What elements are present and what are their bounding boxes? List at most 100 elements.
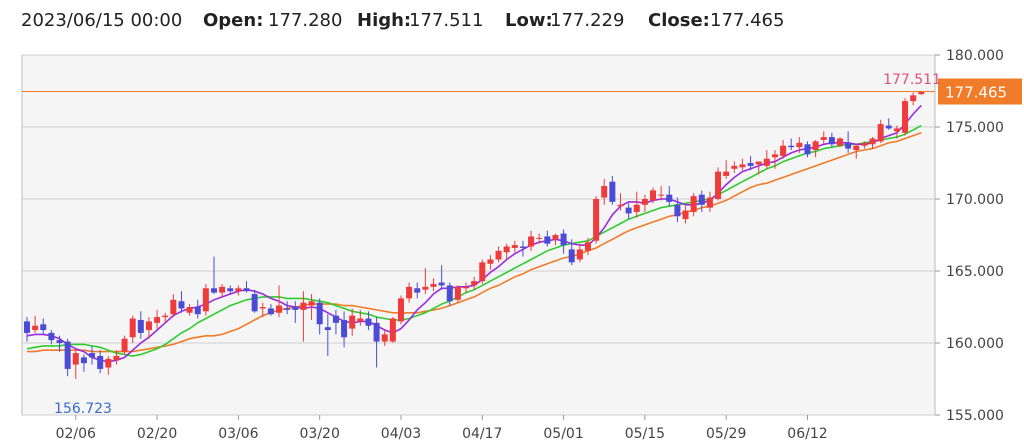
candle-body: [121, 338, 128, 352]
candle: [276, 285, 283, 318]
candle-body: [292, 307, 299, 310]
candle-body: [893, 128, 900, 132]
candle: [893, 125, 900, 139]
candle-body: [438, 282, 445, 286]
candle-body: [80, 357, 87, 364]
candle: [194, 299, 201, 319]
candle: [877, 119, 884, 143]
candle-body: [861, 142, 868, 146]
candle: [593, 196, 600, 244]
candle: [129, 315, 136, 343]
candle-body: [715, 171, 722, 199]
candle: [24, 317, 30, 342]
last-price-tag-text: 177.465: [945, 84, 1007, 102]
candle-body: [463, 286, 470, 289]
candle: [739, 158, 746, 171]
candle-body: [755, 161, 762, 165]
candle: [430, 278, 437, 292]
candle-body: [454, 286, 461, 300]
candle-body: [885, 125, 892, 129]
candle-body: [235, 288, 242, 292]
plot-area: [21, 54, 936, 416]
candle: [715, 167, 722, 201]
candle: [650, 187, 657, 204]
candle: [397, 295, 404, 325]
candle-body: [341, 319, 348, 338]
candle-body: [178, 301, 185, 309]
candle-body: [137, 319, 144, 333]
last-price-tag: [938, 78, 1022, 105]
x-tick-label: 05/15: [625, 426, 665, 442]
candle-body: [723, 171, 730, 176]
candle: [869, 137, 876, 149]
x-tick-label: 06/12: [787, 426, 827, 442]
x-axis: 02/06 02/20 03/06 03/20 04/03 04/17 05/01 05/15…: [56, 415, 828, 442]
candle: [64, 338, 71, 377]
candle: [178, 291, 185, 313]
candle-body: [170, 299, 177, 315]
candle: [162, 312, 169, 323]
candle-body: [593, 199, 600, 241]
high-label: High:: [357, 10, 412, 31]
candle: [251, 289, 258, 313]
candle: [568, 239, 575, 266]
candle-body: [243, 288, 250, 292]
candle-body: [837, 138, 843, 146]
x-tick-label: 04/17: [462, 426, 502, 442]
candle: [357, 309, 364, 326]
candle-body: [698, 194, 705, 205]
candle-body: [259, 307, 266, 309]
candle: [48, 330, 55, 345]
candle: [219, 283, 226, 297]
candle-body: [536, 237, 543, 239]
candle-body: [430, 283, 437, 287]
y-tick-label: 180.000: [946, 48, 1004, 64]
candle-body: [528, 236, 535, 247]
candle-body: [105, 358, 112, 368]
datetime-label: 2023/06/15 00:00: [21, 10, 183, 31]
candle: [341, 311, 348, 348]
candle: [186, 304, 193, 316]
candle: [454, 285, 461, 303]
candle: [584, 237, 591, 256]
candle-body: [584, 242, 591, 251]
candle: [89, 345, 96, 365]
candle-body: [780, 145, 787, 156]
candle: [641, 194, 648, 212]
candle-body: [804, 144, 811, 155]
candle: [853, 144, 860, 159]
y-tick-label: 165.000: [946, 264, 1004, 280]
candle-body: [845, 142, 852, 149]
candle: [40, 318, 47, 335]
candle-body: [503, 246, 510, 253]
candle: [235, 285, 242, 296]
candle: [845, 131, 852, 153]
candle: [259, 302, 266, 318]
candle-body: [576, 249, 583, 260]
candle-body: [544, 236, 551, 244]
candle: [471, 276, 478, 290]
candle-body: [251, 294, 258, 312]
candle-body: [796, 142, 803, 148]
candle: [503, 243, 510, 260]
candle: [771, 150, 778, 169]
candle: [438, 265, 445, 290]
y-tick-label: 160.000: [946, 336, 1004, 352]
candle-body: [731, 165, 738, 169]
candle-body: [210, 288, 217, 293]
candle-body: [24, 321, 30, 333]
candle-body: [869, 138, 876, 145]
candle: [788, 138, 795, 151]
candle: [902, 98, 909, 136]
candle: [625, 203, 632, 220]
candle: [528, 230, 535, 251]
candle: [804, 141, 811, 158]
candle-body: [706, 197, 713, 208]
candle-body: [219, 286, 226, 293]
candle: [422, 268, 429, 295]
candle: [780, 139, 787, 159]
x-tick-label: 03/06: [218, 426, 258, 442]
candles: [24, 90, 925, 379]
candle: [381, 330, 388, 346]
